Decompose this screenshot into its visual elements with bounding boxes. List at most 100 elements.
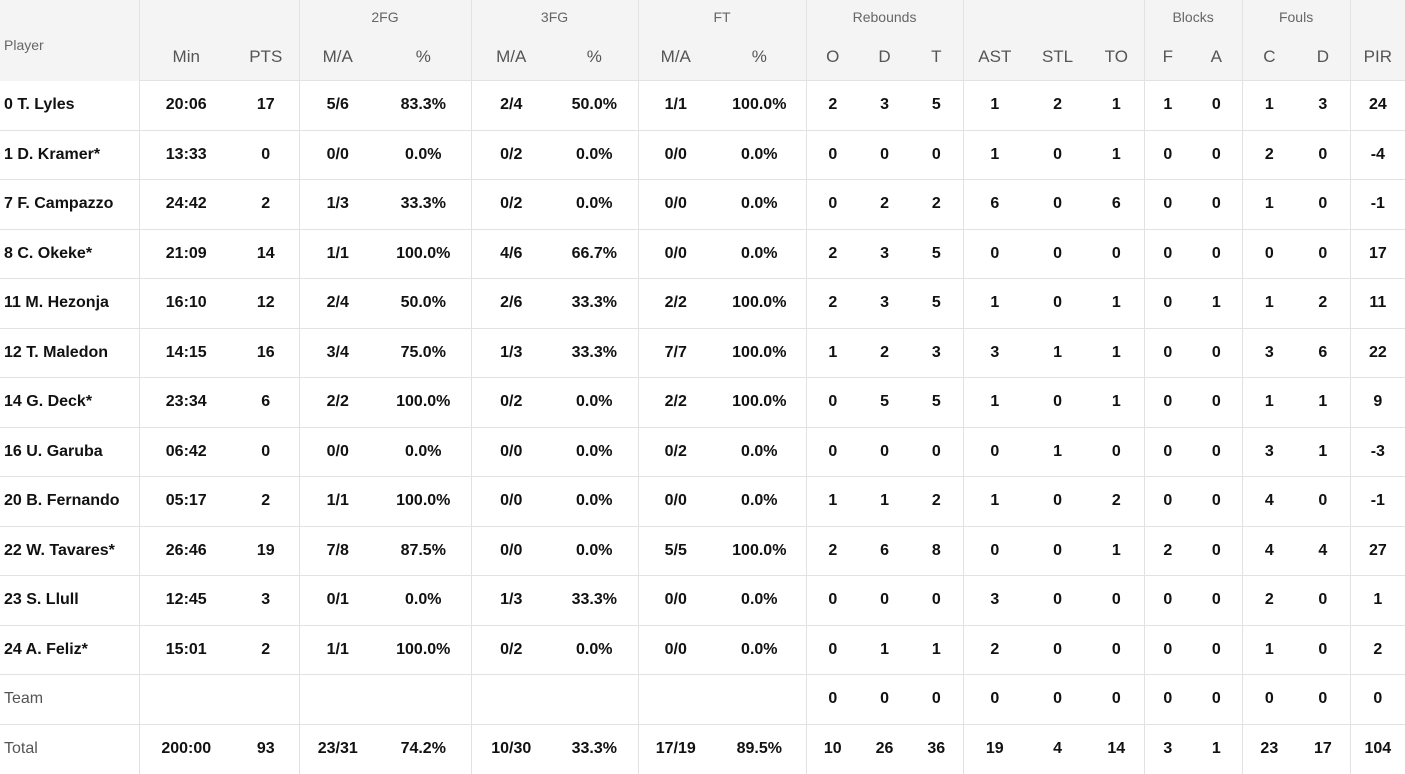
cell-3fg-pct: 0.0% [551,476,639,527]
cell-player[interactable]: 24 A. Feliz* [0,625,139,675]
col-header-reb-o[interactable]: O [805,33,860,81]
cell-to: 1 [1089,130,1145,180]
cell-player[interactable]: 7 F. Campazzo [0,179,139,230]
cell-reb-d: 3 [859,229,911,279]
cell-reb-o: 1 [805,328,860,378]
cell-ft-pct: 0.0% [713,625,807,675]
col-header-reb-t[interactable]: T [910,33,964,81]
cell-player[interactable]: 1 D. Kramer* [0,130,139,180]
cell-player[interactable]: 14 G. Deck* [0,377,139,428]
cell-ast: 0 [962,526,1027,576]
cell-ft-ma: 17/19 [637,724,714,774]
cell-pts: 14 [233,229,299,279]
cell-blk-a: 1 [1191,278,1243,329]
cell-fouls-c: 3 [1241,328,1297,378]
cell-min: 06:42 [138,427,233,477]
cell-blk-a: 1 [1211,740,1221,757]
cell-stl: 1 [1026,427,1090,477]
col-header-pts[interactable]: PTS [233,33,299,81]
cell-reb-t: 0 [910,674,964,725]
col-group-3fg: 3FG [470,0,639,33]
col-header-2fg-ma[interactable]: M/A [298,33,376,81]
cell-ft-pct: 0.0% [713,427,807,477]
cell-fouls-d: 0 [1296,130,1351,180]
cell-fouls-d: 4 [1296,526,1351,576]
cell-stl: 0 [1026,476,1090,527]
cell-fouls-c: 4 [1241,526,1297,576]
cell-stl: 0 [1026,526,1090,576]
cell-fouls-c: 2 [1241,130,1297,180]
col-header-3fg-ma[interactable]: M/A [470,33,552,81]
cell-player[interactable]: 12 T. Maledon [0,328,139,378]
cell-3fg-pct: 0.0% [551,427,639,477]
col-header-3fg-pct[interactable]: % [551,33,639,81]
cell-3fg-ma: 1/3 [470,575,552,626]
cell-reb-o: 10 [805,724,860,774]
cell-ast: 1 [962,278,1027,329]
col-header-stl[interactable]: STL [1026,33,1090,81]
col-header-to[interactable]: TO [1089,33,1145,81]
cell-pir: -4 [1349,130,1405,180]
col-header-blk-f[interactable]: F [1143,33,1192,81]
col-header-fouls-d[interactable]: D [1296,33,1351,81]
cell-ft-pct: 100.0% [713,526,807,576]
col-header-min[interactable]: Min [138,33,233,81]
cell-player[interactable]: 23 S. Llull [0,575,139,626]
cell-reb-t: 0 [910,130,964,180]
col-header-player[interactable]: Player [0,0,139,81]
cell-pts: 2 [233,476,299,527]
cell-pts: 0 [233,427,299,477]
table-row: 0 T. Lyles 20:06 17 5/6 83.3% 2/4 50.0% 1/1 100.… [0,80,1405,131]
cell-player[interactable]: 0 T. Lyles [0,80,139,131]
table-row: 24 A. Feliz* 15:01 2 1/1 100.0% 0/2 0.0% 0/0 0.0… [0,625,1405,675]
col-header-ft-ma[interactable]: M/A [637,33,714,81]
col-header-blk-a[interactable]: A [1191,33,1243,81]
cell-pts: 16 [233,328,299,378]
col-header-fouls-c[interactable]: C [1241,33,1297,81]
cell-stl: 2 [1026,80,1090,131]
cell-player[interactable]: 20 B. Fernando [0,476,139,527]
cell-ast: 19 [962,724,1027,774]
cell-player[interactable]: 22 W. Tavares* [0,526,139,576]
col-header-reb-d[interactable]: D [859,33,911,81]
cell-pir: 1 [1349,575,1405,626]
cell-pir: 22 [1349,328,1405,378]
cell-player[interactable]: 11 M. Hezonja [0,278,139,329]
cell-2fg-pct: 100.0% [376,625,472,675]
col-header-ft-pct[interactable]: % [713,33,807,81]
cell-fouls-d: 0 [1296,229,1351,279]
cell-blk-f: 0 [1143,575,1192,626]
cell-player[interactable]: 16 U. Garuba [0,427,139,477]
cell-ft-pct: 100.0% [713,377,807,428]
cell-min [138,674,233,725]
column-group-header-row: Player 2FG 3FG FT Rebounds Blocks Fouls [0,0,1405,81]
cell-3fg-pct: 50.0% [551,80,639,131]
cell-min: 15:01 [138,625,233,675]
col-header-2fg-pct[interactable]: % [376,33,472,81]
table-row: 16 U. Garuba 06:42 0 0/0 0.0% 0/0 0.0% 0/2 0.0% 0… [0,427,1405,477]
col-header-ast[interactable]: AST [962,33,1027,81]
cell-min: 23:34 [138,377,233,428]
col-header-pir[interactable]: PIR [1349,33,1405,81]
cell-reb-t: 5 [910,80,964,131]
cell-ft-ma: 5/5 [637,526,714,576]
player-rows: 0 T. Lyles 20:06 17 5/6 83.3% 2/4 50.0% 1/1 100.… [0,80,1405,774]
cell-2fg-ma: 1/1 [298,229,376,279]
cell-ft-ma: 0/0 [637,130,714,180]
cell-fouls-d: 3 [1296,80,1351,131]
cell-to: 1 [1089,328,1145,378]
col-group-blank [138,0,299,33]
cell-3fg-pct [551,674,639,725]
table-row: 20 B. Fernando 05:17 2 1/1 100.0% 0/0 0.0% 0/0 0… [0,476,1405,527]
cell-stl: 0 [1026,229,1090,279]
cell-pts: 2 [233,625,299,675]
cell-3fg-ma: 2/6 [470,278,552,329]
cell-pir: 27 [1349,526,1405,576]
cell-player[interactable]: 8 C. Okeke* [0,229,139,279]
cell-pts: 19 [233,526,299,576]
cell-2fg-ma: 1/1 [298,625,376,675]
cell-reb-t: 8 [910,526,964,576]
cell-reb-o: 0 [805,674,860,725]
cell-pir: 2 [1349,625,1405,675]
cell-reb-t: 2 [910,476,964,527]
